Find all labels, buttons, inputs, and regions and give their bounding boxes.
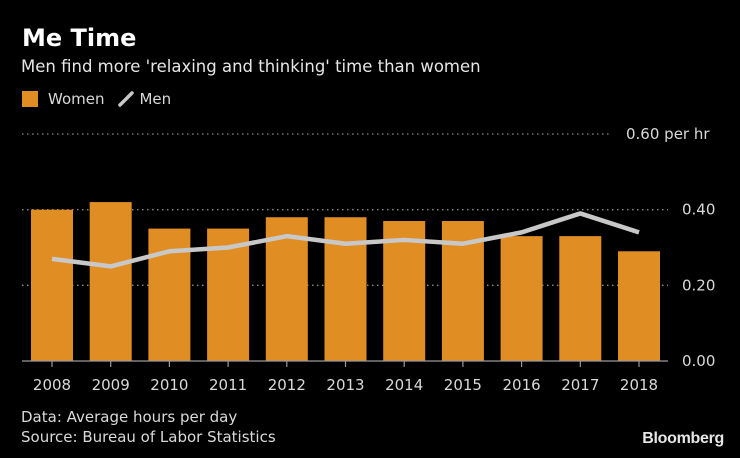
x-tick-label: 2012 — [268, 376, 306, 394]
bar-women-2016 — [500, 236, 543, 361]
source-note: Source: Bureau of Labor Statistics — [21, 428, 276, 446]
bar-women-2014 — [383, 221, 426, 361]
legend-women-swatch — [22, 91, 38, 107]
chart-title: Me Time — [22, 24, 137, 52]
x-tick-label: 2014 — [385, 376, 423, 394]
x-tick-label: 2017 — [561, 376, 599, 394]
bar-women-2017 — [559, 236, 602, 361]
legend-women-label: Women — [48, 90, 105, 108]
x-tick-label: 2008 — [33, 376, 71, 394]
data-note: Data: Average hours per day — [21, 408, 238, 426]
x-tick-label: 2016 — [503, 376, 541, 394]
x-tick-label: 2009 — [92, 376, 130, 394]
x-tick-label: 2013 — [326, 376, 364, 394]
legend-men-swatch — [118, 91, 135, 107]
bar-women-2012 — [265, 217, 308, 361]
y-tick-label: 0.40 — [682, 201, 715, 219]
bloomberg-logo: Bloomberg — [642, 430, 724, 447]
x-tick-label: 2018 — [620, 376, 658, 394]
x-tick-label: 2015 — [444, 376, 482, 394]
legend: Women Men — [22, 90, 171, 108]
chart-subtitle: Men find more 'relaxing and thinking' ti… — [21, 57, 481, 76]
bar-women-2018 — [618, 251, 660, 361]
legend-men-label: Men — [139, 90, 172, 108]
x-tick-label: 2011 — [209, 376, 247, 394]
y-tick-label: 0.60 per hr — [626, 125, 710, 143]
bar-women-2009 — [89, 202, 132, 361]
y-tick-label: 0.00 — [682, 352, 715, 370]
x-tick-label: 2010 — [150, 376, 188, 394]
y-tick-label: 0.20 — [682, 276, 715, 294]
bar-women-2008 — [31, 209, 73, 361]
bar-women-2013 — [324, 217, 367, 361]
